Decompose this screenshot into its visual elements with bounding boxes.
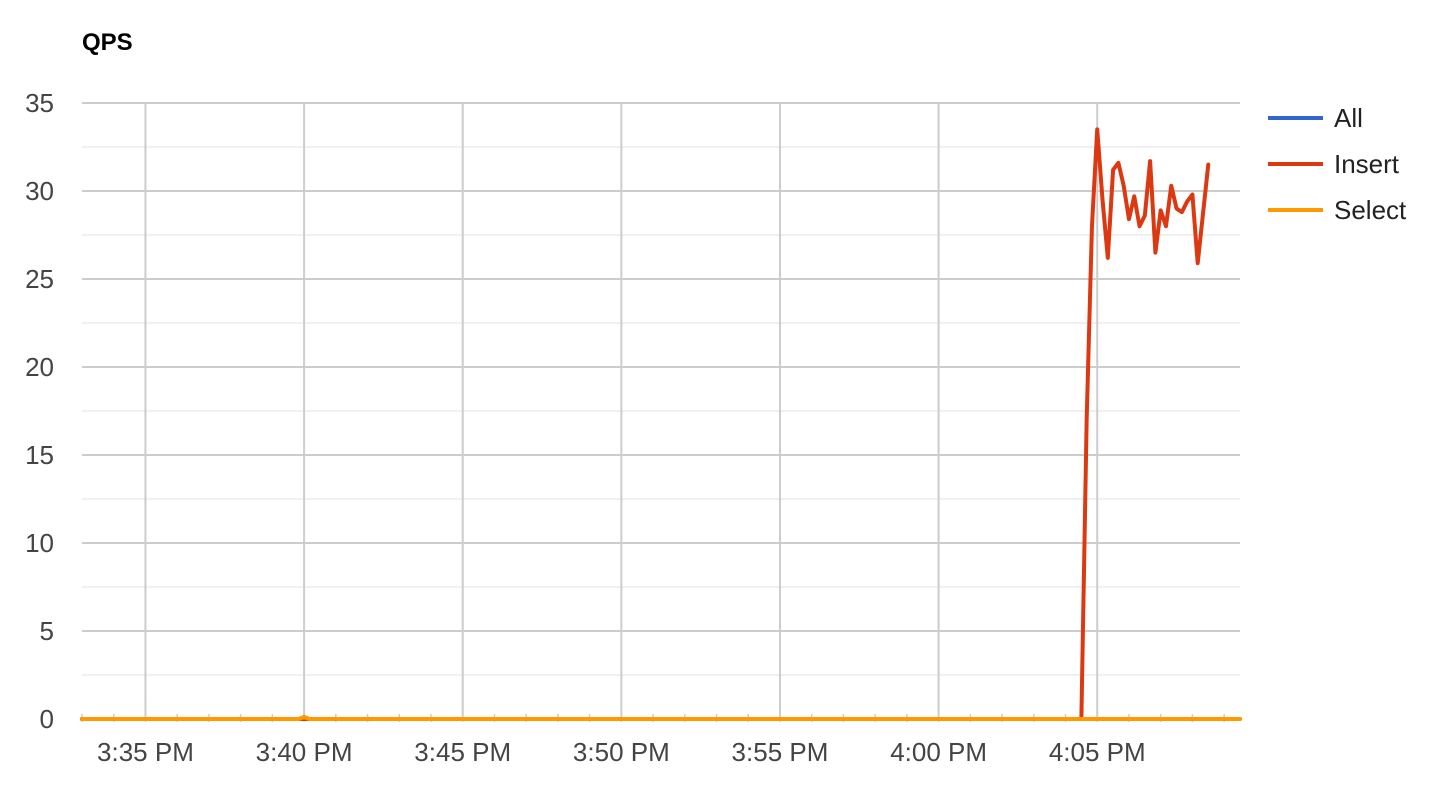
legend-label-select: Select bbox=[1334, 195, 1407, 225]
y-tick-label: 15 bbox=[25, 440, 54, 470]
x-tick-label: 3:55 PM bbox=[732, 737, 829, 767]
y-tick-label: 30 bbox=[25, 176, 54, 206]
y-tick-label: 25 bbox=[25, 264, 54, 294]
minor-gridlines bbox=[82, 146, 1240, 676]
x-tick-label: 3:40 PM bbox=[256, 737, 353, 767]
x-tick-label: 4:05 PM bbox=[1049, 737, 1146, 767]
series-line-insert bbox=[80, 127, 1211, 721]
series-line-select bbox=[80, 714, 1242, 721]
y-tick-label: 0 bbox=[40, 704, 54, 734]
x-tick-label: 3:35 PM bbox=[97, 737, 194, 767]
series-lines bbox=[80, 127, 1242, 721]
y-tick-label: 10 bbox=[25, 528, 54, 558]
legend: All Insert Select bbox=[1268, 103, 1407, 225]
x-tick-label: 3:45 PM bbox=[414, 737, 511, 767]
x-tick-label: 4:00 PM bbox=[890, 737, 987, 767]
legend-label-insert: Insert bbox=[1334, 149, 1400, 179]
legend-label-all: All bbox=[1334, 103, 1363, 133]
x-tick-label: 3:50 PM bbox=[573, 737, 670, 767]
y-tick-label: 35 bbox=[25, 88, 54, 118]
y-axis-tick-labels: 0 5 10 15 20 25 30 35 bbox=[25, 88, 54, 734]
y-tick-label: 20 bbox=[25, 352, 54, 382]
chart-title: QPS bbox=[82, 29, 133, 56]
y-tick-label: 5 bbox=[40, 616, 54, 646]
x-axis-tick-labels: 3:35 PM 3:40 PM 3:45 PM 3:50 PM 3:55 PM 4:00 … bbox=[97, 737, 1146, 767]
